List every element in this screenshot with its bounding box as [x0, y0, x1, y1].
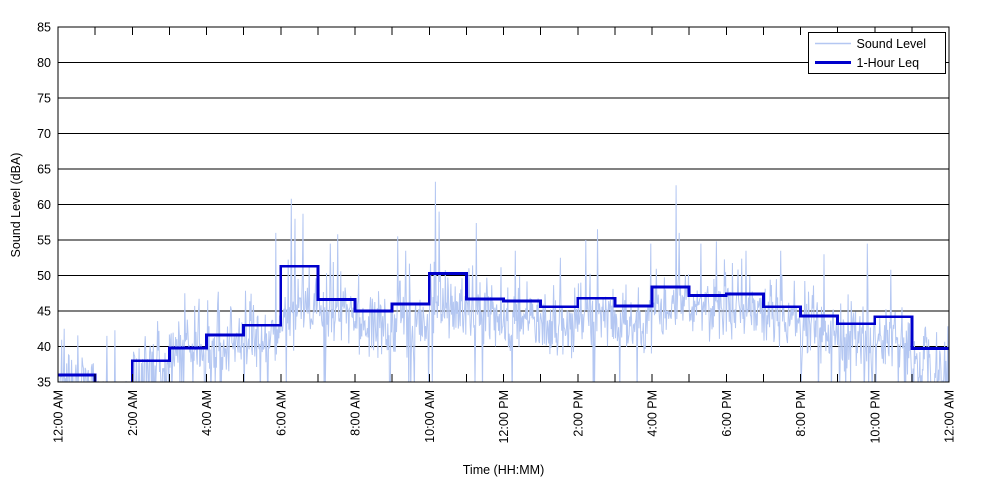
legend-box — [808, 32, 946, 74]
y-tick-label: 70 — [37, 127, 51, 141]
x-tick-label: 12:00 AM — [52, 390, 66, 443]
y-tick-label: 55 — [37, 234, 51, 248]
x-tick-label: 8:00 PM — [794, 390, 808, 437]
legend-sound-level-label: Sound Level — [857, 37, 927, 51]
y-tick-label: 60 — [37, 198, 51, 212]
x-tick-label: 6:00 AM — [274, 390, 288, 436]
x-tick-label: 2:00 PM — [571, 390, 585, 437]
y-axis-title: Sound Level (dBA) — [9, 153, 23, 258]
y-tick-label: 65 — [37, 163, 51, 177]
x-tick-label: 8:00 AM — [349, 390, 363, 436]
x-axis-title: Time (HH:MM) — [463, 463, 544, 477]
y-tick-label: 35 — [37, 376, 51, 390]
y-tick-label: 45 — [37, 305, 51, 319]
x-tick-label: 10:00 PM — [868, 390, 882, 444]
plot-series-group — [58, 181, 949, 382]
x-tick-label: 4:00 PM — [646, 390, 660, 437]
x-tick-label: 10:00 AM — [423, 390, 437, 443]
x-tick-label: 4:00 AM — [200, 390, 214, 436]
leq-step-line — [58, 264, 949, 382]
legend-leq-label: 1-Hour Leq — [857, 56, 920, 70]
y-tick-label: 50 — [37, 269, 51, 283]
x-tick-label: 12:00 AM — [943, 390, 957, 443]
y-tick-label: 40 — [37, 340, 51, 354]
x-tick-label: 6:00 PM — [720, 390, 734, 437]
legend: Sound Level 1-Hour Leq — [808, 32, 946, 74]
x-tick-label: 2:00 AM — [126, 390, 140, 436]
y-tick-label: 80 — [37, 56, 51, 70]
x-tick-label: 12:00 PM — [497, 390, 511, 444]
y-tick-label: 85 — [37, 21, 51, 35]
y-tick-label: 75 — [37, 92, 51, 106]
